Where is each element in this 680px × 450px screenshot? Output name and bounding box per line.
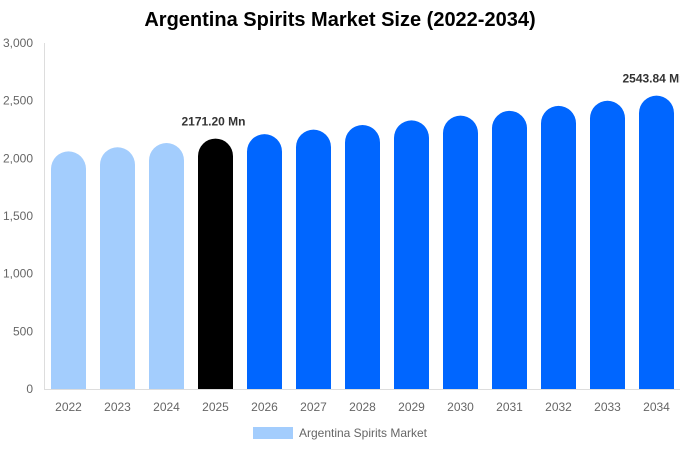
x-tick-label: 2025 bbox=[202, 400, 229, 414]
legend-swatch bbox=[252, 427, 293, 439]
x-tick-label: 2034 bbox=[643, 400, 670, 414]
bar-2025 bbox=[198, 138, 233, 389]
x-tick-label: 2027 bbox=[300, 400, 327, 414]
y-tick-label: 3,000 bbox=[3, 36, 33, 50]
x-tick-label: 2030 bbox=[447, 400, 474, 414]
bar-2028 bbox=[345, 125, 380, 390]
data-label-2034: 2543.84 Mn bbox=[622, 72, 680, 86]
bar-2029 bbox=[394, 120, 429, 389]
x-tick-label: 2031 bbox=[496, 400, 523, 414]
y-tick-label: 500 bbox=[13, 324, 33, 338]
y-tick-label: 2,000 bbox=[3, 151, 33, 165]
x-tick-label: 2033 bbox=[594, 400, 621, 414]
x-tick-label: 2022 bbox=[55, 400, 82, 414]
x-tick-label: 2026 bbox=[251, 400, 278, 414]
y-tick-label: 0 bbox=[26, 382, 33, 396]
y-tick-label: 1,000 bbox=[3, 267, 33, 281]
chart-title: Argentina Spirits Market Size (2022-2034… bbox=[144, 9, 536, 31]
bar-2023 bbox=[100, 147, 135, 389]
x-tick-label: 2032 bbox=[545, 400, 572, 414]
x-tick-label: 2029 bbox=[398, 400, 425, 414]
bar-2027 bbox=[296, 129, 331, 389]
bar-2033 bbox=[590, 100, 625, 390]
bar-2034 bbox=[639, 95, 674, 390]
x-tick-label: 2023 bbox=[104, 400, 131, 414]
y-tick-label: 2,500 bbox=[3, 94, 33, 108]
legend[interactable]: Argentina Spirits Market bbox=[0, 426, 680, 440]
bar-2022 bbox=[51, 151, 86, 389]
data-label-2025: 2171.20 Mn bbox=[181, 115, 245, 129]
x-tick-label: 2024 bbox=[153, 400, 180, 414]
bar-2032 bbox=[541, 105, 576, 390]
x-tick-label: 2028 bbox=[349, 400, 376, 414]
bar-2024 bbox=[149, 142, 184, 389]
bar-2030 bbox=[443, 115, 478, 389]
y-tick-label: 1,500 bbox=[3, 209, 33, 223]
legend-label: Argentina Spirits Market bbox=[298, 426, 428, 440]
bar-2031 bbox=[492, 110, 527, 390]
bar-2026 bbox=[247, 134, 282, 389]
